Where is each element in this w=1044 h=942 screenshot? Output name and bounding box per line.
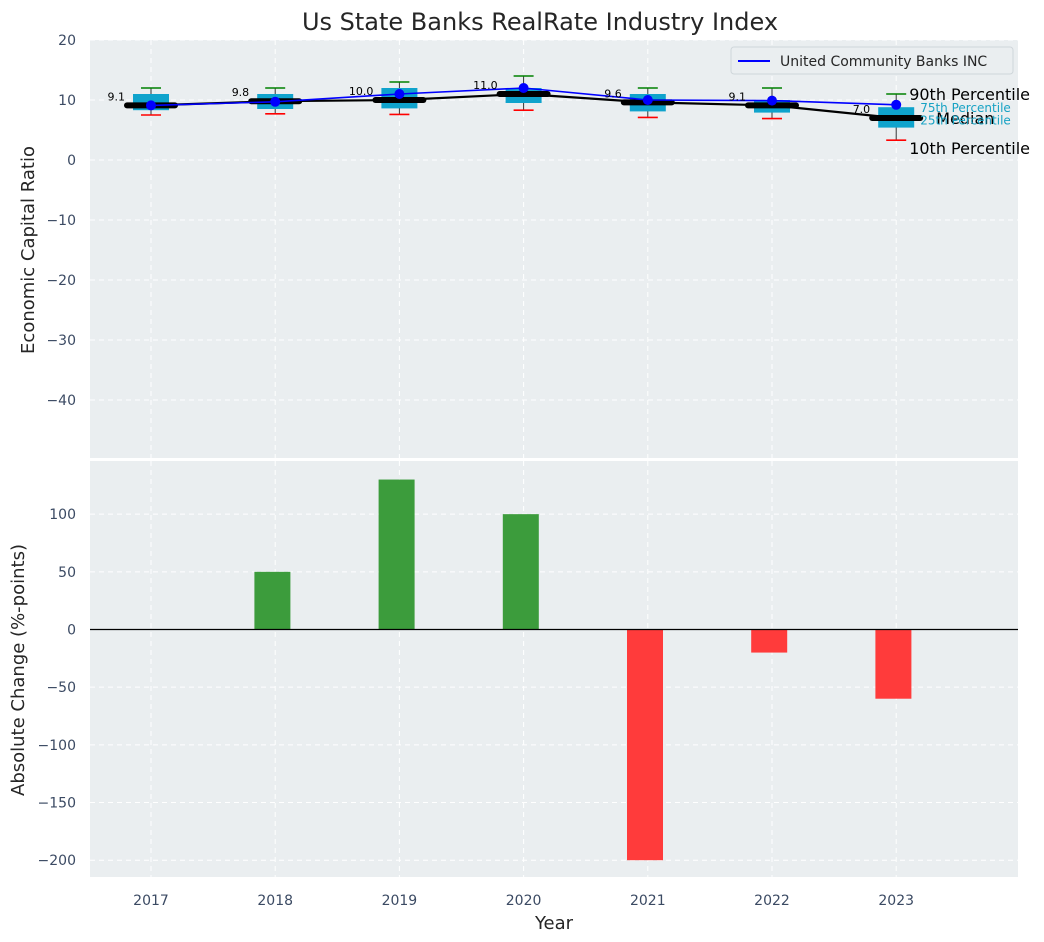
top-y-tick-label: −20 (46, 273, 76, 289)
annotation-p25: 25th Percentile (920, 114, 1011, 128)
change-bar (875, 629, 912, 699)
legend-entry: United Community Banks INC (780, 54, 987, 70)
x-tick-label: 2023 (878, 893, 914, 909)
top-grid (90, 39, 1018, 458)
legend: United Community Banks INC (730, 46, 1014, 75)
median-value-label: 7.0 (853, 103, 871, 116)
top-y-tick-label: 10 (58, 93, 76, 109)
median-value-label: 9.1 (108, 90, 126, 103)
bottom-y-tick-label: −150 (38, 796, 76, 812)
top-y-axis-label: Economic Capital Ratio (18, 146, 39, 354)
median-value-label: 9.8 (232, 86, 250, 99)
x-tick-label: 2020 (506, 893, 542, 909)
median-value-label: 9.1 (729, 90, 747, 103)
legend-box (730, 46, 1014, 75)
change-bar (627, 629, 663, 861)
company-series-point (270, 96, 281, 107)
x-tick-label: 2019 (382, 893, 418, 909)
change-bar (378, 479, 415, 630)
bottom-y-tick-label: 100 (49, 507, 76, 523)
bottom-y-axis-label: Absolute Change (%-points) (8, 544, 29, 796)
annotation-p90: 90th Percentile (909, 85, 1030, 104)
annotation-p10: 10th Percentile (909, 139, 1030, 158)
company-series-point (394, 89, 405, 99)
bottom-plot-area (90, 461, 1018, 877)
x-axis-label: Year (534, 913, 574, 934)
x-tick-label: 2021 (630, 893, 666, 909)
top-y-tick-label: −10 (46, 213, 76, 229)
median-value-label: 9.6 (604, 87, 622, 100)
company-series-point (146, 100, 156, 111)
top-y-tick-label: 0 (67, 153, 76, 169)
top-panel: 20 10 0 −10 −20 −30 −40 9.1 9.8 10.0 11.0 9.6 9.1 7.0… (46, 33, 1030, 409)
bottom-y-tick-label: 50 (58, 565, 76, 581)
company-series-point (767, 95, 777, 106)
top-y-tick-label: −30 (46, 333, 76, 349)
x-tick-label: 2018 (257, 893, 293, 909)
change-bar (751, 629, 788, 653)
median-value-label: 10.0 (349, 85, 374, 98)
change-bar (502, 514, 539, 630)
x-tick-label: 2017 (133, 893, 169, 909)
top-y-tick-label: −40 (46, 393, 76, 409)
company-series-point (518, 83, 529, 93)
bottom-y-tick-label: −50 (46, 680, 76, 696)
top-y-tick-label: 20 (58, 33, 76, 49)
bottom-y-tick-label: 0 (67, 623, 76, 639)
bottom-y-tick-label: −200 (38, 853, 76, 869)
x-tick-label: 2022 (754, 893, 790, 909)
company-series-point (891, 99, 902, 110)
company-series-point (642, 95, 653, 105)
top-plot-area (90, 40, 1018, 458)
annotation-p75: 75th Percentile (920, 101, 1011, 115)
chart-title: Us State Banks RealRate Industry Index (302, 8, 778, 36)
annotation-median: Median (936, 109, 994, 128)
change-bar (254, 571, 291, 630)
bottom-panel: 100 50 0 −50 −100 −150 −200 2017 2018 2019 2020 202… (38, 479, 1018, 909)
bottom-y-tick-label: −100 (38, 738, 76, 754)
median-value-label: 11.0 (473, 79, 498, 92)
